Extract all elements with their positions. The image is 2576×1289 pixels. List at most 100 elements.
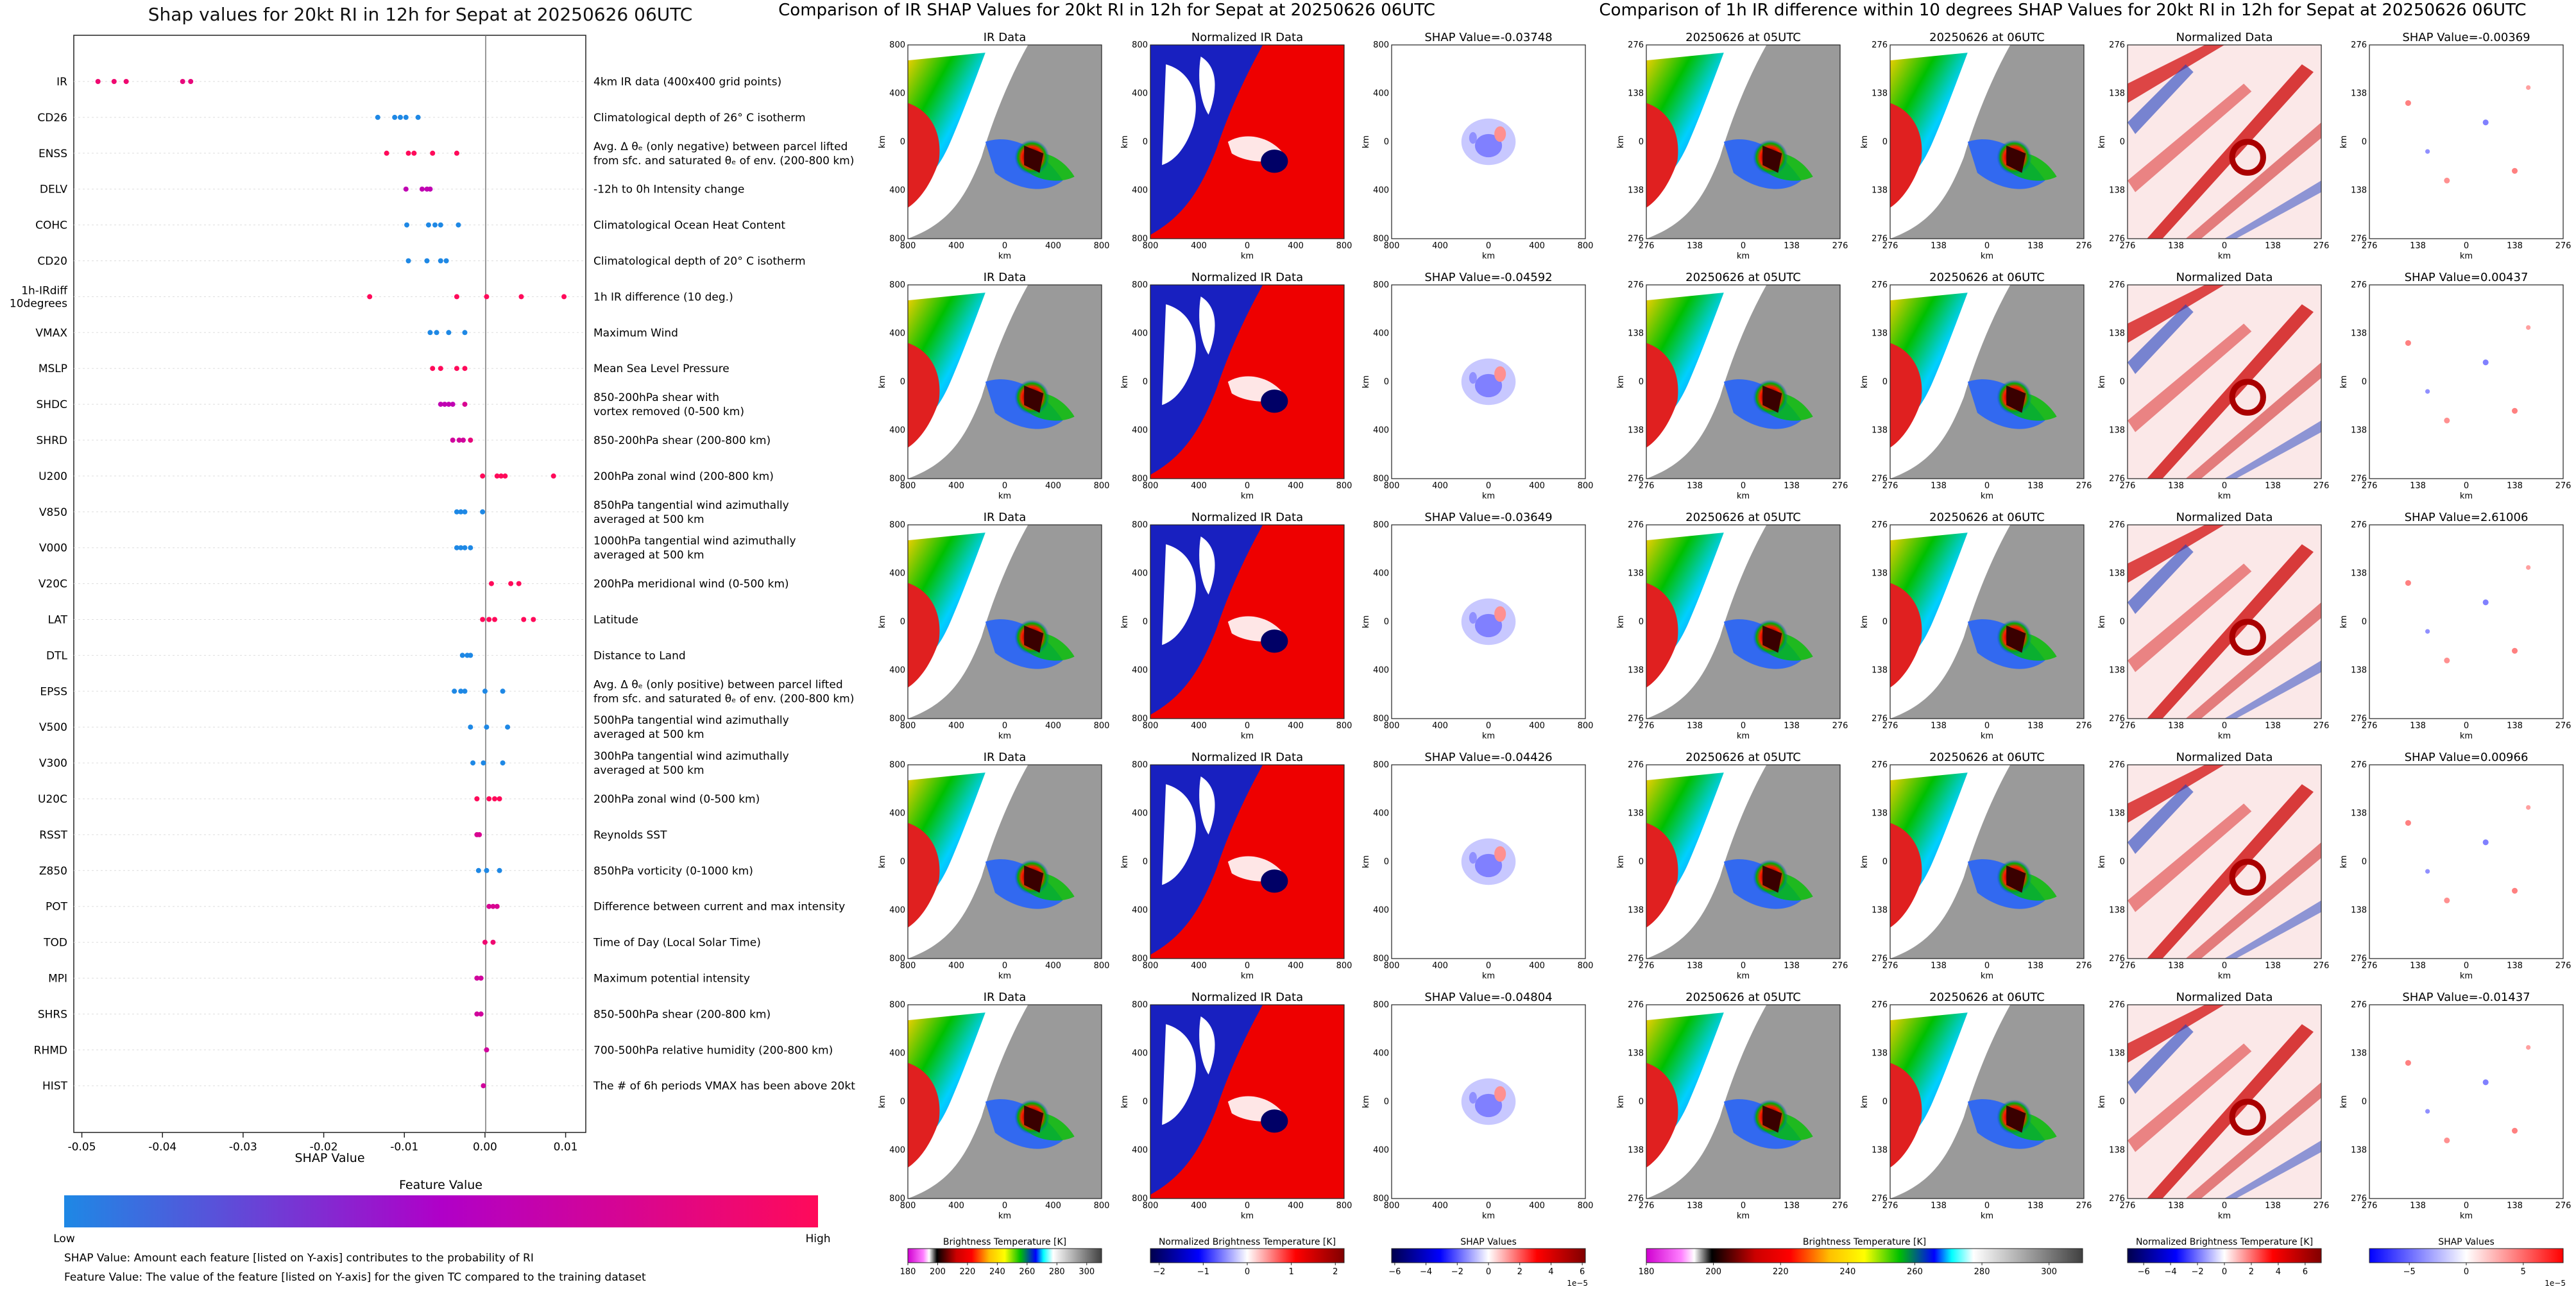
panel-title: 20250626 at 05UTC — [1685, 991, 1801, 1004]
panel-x-tick: 800 — [1384, 241, 1400, 251]
panel-x-tick: 800 — [1143, 961, 1159, 971]
panel-x-tick: 0 — [1486, 241, 1491, 251]
panel-title: IR Data — [984, 751, 1027, 764]
panel-y-tick: 400 — [1373, 1049, 1389, 1059]
panel-x-tick: 276 — [2314, 961, 2330, 971]
panel-x-tick: 138 — [2410, 241, 2426, 251]
colorbar-exponent: 1e−5 — [1567, 1279, 1588, 1288]
panel-x-tick: 0 — [1486, 961, 1491, 971]
panel-y-tick: 276 — [1628, 280, 1644, 290]
panel-y-tick: 276 — [1628, 714, 1644, 724]
colorbar-tick-label: 260 — [1907, 1267, 1923, 1277]
panel-x-tick: 0 — [1486, 481, 1491, 491]
panel-y-tick: 0 — [2120, 137, 2125, 147]
panel-image — [2128, 765, 2321, 959]
panel-y-tick: 276 — [1872, 474, 1888, 484]
feature-name-label: V500 — [39, 721, 67, 734]
feature-name-label: SHRD — [37, 434, 67, 447]
panel-frame — [2127, 284, 2322, 479]
shap-point — [486, 903, 492, 909]
panel-y-tick: 138 — [2351, 1146, 2367, 1156]
panel-y-tick: 138 — [1628, 89, 1644, 99]
panel-x-label: km — [1241, 252, 1254, 261]
panel-x-tick: 138 — [1687, 721, 1703, 731]
panel-image — [1392, 45, 1585, 239]
panel-y-tick: 400 — [1373, 569, 1389, 579]
panel-image — [1646, 45, 1840, 239]
panel-x-tick: 276 — [2076, 241, 2092, 251]
colorbar-label: SHAP Values — [2438, 1237, 2495, 1247]
panel-x-label: km — [1241, 731, 1254, 741]
feature-description-label: Reynolds SST — [593, 829, 667, 842]
summary-x-ticks: -0.05 -0.04 -0.03 -0.02 -0.01 0.00 0.01 — [68, 1132, 578, 1154]
panel-y-tick: 0 — [2362, 617, 2367, 627]
panel-x-tick: 400 — [948, 721, 964, 731]
panel-y-tick: 400 — [1373, 329, 1389, 339]
panel-image — [2369, 525, 2563, 719]
panel-frame — [1646, 284, 1841, 479]
panel-y-tick: 138 — [1872, 89, 1888, 99]
panel-y-label: km — [878, 855, 887, 868]
shap-point — [478, 1011, 484, 1017]
colorbar-label: Normalized Brightness Temperature [K] — [1159, 1237, 1336, 1247]
shap-point — [497, 796, 502, 801]
panel-y-tick: 138 — [2109, 329, 2125, 339]
panel-x-tick: 800 — [1336, 481, 1352, 491]
shap-point — [430, 366, 436, 371]
panel-image — [2128, 1005, 2321, 1199]
panel-x-tick: 800 — [1384, 721, 1400, 731]
panel-x-tick: 276 — [2076, 721, 2092, 731]
panel-y-label: km — [1361, 855, 1371, 868]
shap-point — [425, 222, 431, 228]
panel-x-tick: 400 — [1432, 241, 1448, 251]
x-tick-label: -0.02 — [310, 1141, 338, 1154]
panel-y-label: km — [1120, 375, 1130, 388]
panel-x-tick: 400 — [1191, 961, 1207, 971]
x-tick-label: -0.04 — [148, 1141, 176, 1154]
panel-x-tick: 138 — [2168, 1201, 2184, 1211]
panel-y-tick: 800 — [1132, 1194, 1148, 1204]
panel-y-label: km — [1361, 375, 1371, 388]
colorbar-tick-label: 300 — [1079, 1267, 1095, 1277]
shap-point — [474, 975, 480, 981]
shap-point — [452, 688, 457, 694]
feature-name-label: VMAX — [35, 327, 67, 339]
feature-name-label: V20C — [38, 578, 67, 591]
panel-y-label: km — [2097, 135, 2107, 148]
feature-name-label: CD20 — [37, 255, 67, 268]
panel-x-tick: 138 — [2507, 1201, 2523, 1211]
panel-frame — [2127, 1004, 2322, 1199]
irdiff-comparison-grid: Comparison of 1h IR difference within 10… — [1599, 1, 2571, 1288]
shap-point — [468, 724, 473, 730]
panel-title: SHAP Value=-0.03748 — [1424, 31, 1552, 44]
panel-x-tick: 276 — [2362, 1201, 2378, 1211]
panel-x-tick: 276 — [1639, 241, 1655, 251]
feature-name-label: CD26 — [37, 112, 67, 124]
panel-x-tick: 0 — [2464, 481, 2469, 491]
panel-x-tick: 276 — [1832, 241, 1848, 251]
panel-y-tick: 276 — [1872, 40, 1888, 50]
irdiff-panels: 20250626 at 05UTC 276 276 138 138 0 0 138 138 276… — [1616, 31, 2571, 1221]
panel-x-tick: 400 — [1288, 241, 1304, 251]
shap-point — [481, 1083, 486, 1089]
panel-x-tick: 0 — [1984, 1201, 1990, 1211]
panel-image — [908, 525, 1102, 719]
shap-point — [438, 402, 443, 407]
panel-x-label: km — [998, 731, 1011, 741]
panel-x-tick: 276 — [1832, 721, 1848, 731]
shap-point — [419, 186, 425, 192]
panel-x-tick: 0 — [1486, 721, 1491, 731]
shap-point — [432, 222, 438, 228]
feature-name-label: U200 — [38, 470, 67, 483]
panel-x-tick: 800 — [1384, 1201, 1400, 1211]
panel-x-tick: 0 — [1002, 481, 1007, 491]
panel-x-tick: 0 — [1002, 961, 1007, 971]
panel-y-tick: 800 — [1132, 40, 1148, 50]
shap-point — [430, 150, 436, 156]
shap-point — [446, 330, 452, 336]
panel-y-tick: 400 — [889, 809, 905, 819]
shap-point — [123, 79, 129, 84]
panel-x-tick: 138 — [1784, 481, 1800, 491]
shap-point — [484, 294, 490, 300]
panel-y-tick: 138 — [2109, 906, 2125, 916]
